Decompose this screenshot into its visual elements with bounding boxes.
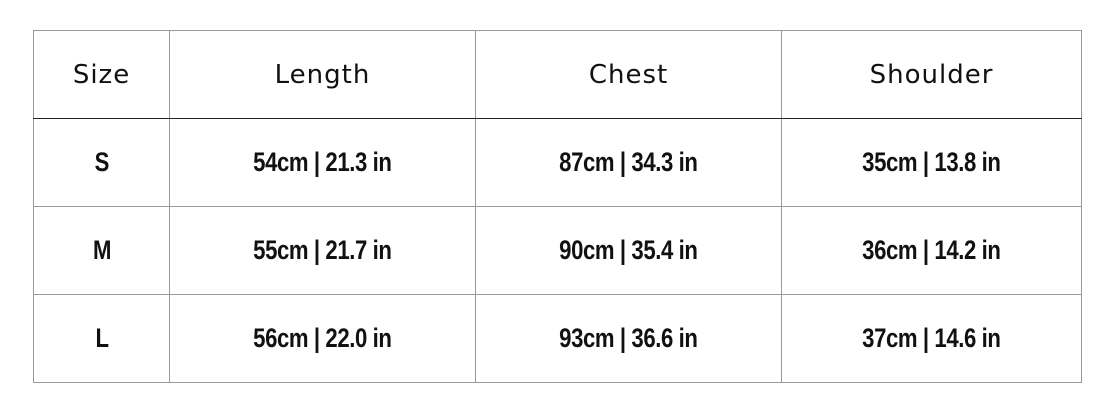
table-cell: S — [33, 118, 170, 207]
table-cell: 54cm | 21.3 in — [169, 118, 476, 207]
cell-text: 90cm | 35.4 in — [559, 235, 698, 265]
cell-text: 55cm | 21.7 in — [253, 235, 392, 265]
header-cell: Size — [33, 30, 170, 119]
table-cell: 56cm | 22.0 in — [169, 294, 476, 383]
table-row: M 55cm | 21.7 in 90cm | 35.4 in 36cm | 14.2… — [33, 206, 1082, 295]
cell-text: 87cm | 34.3 in — [559, 147, 698, 177]
cell-text: 56cm | 22.0 in — [253, 323, 392, 353]
cell-text: 35cm | 13.8 in — [862, 147, 1001, 177]
table-row: L 56cm | 22.0 in 93cm | 36.6 in 37cm | 14.6… — [33, 294, 1082, 383]
header-row: Size Length Chest Shoulder — [33, 30, 1082, 119]
cell-text: 54cm | 21.3 in — [253, 147, 392, 177]
cell-text: S — [94, 147, 109, 177]
cell-text: 36cm | 14.2 in — [862, 235, 1001, 265]
table-cell: M — [33, 206, 170, 295]
table-cell: 93cm | 36.6 in — [475, 294, 782, 383]
table-cell: 90cm | 35.4 in — [475, 206, 782, 295]
header-cell: Length — [169, 30, 476, 119]
table-cell: 55cm | 21.7 in — [169, 206, 476, 295]
table-cell: 87cm | 34.3 in — [475, 118, 782, 207]
header-cell: Chest — [475, 30, 782, 119]
table-cell: L — [33, 294, 170, 383]
cell-text: 93cm | 36.6 in — [559, 323, 698, 353]
cell-text: 37cm | 14.6 in — [862, 323, 1001, 353]
size-table: Size Length Chest Shoulder S 54cm | 21.3 in 8… — [33, 30, 1082, 383]
table-cell: 36cm | 14.2 in — [781, 206, 1082, 295]
table-cell: 37cm | 14.6 in — [781, 294, 1082, 383]
table-cell: 35cm | 13.8 in — [781, 118, 1082, 207]
cell-text: L — [94, 323, 109, 353]
header-cell: Shoulder — [781, 30, 1082, 119]
cell-text: M — [92, 235, 111, 265]
table-row: S 54cm | 21.3 in 87cm | 34.3 in 35cm | 13.8… — [33, 118, 1082, 207]
